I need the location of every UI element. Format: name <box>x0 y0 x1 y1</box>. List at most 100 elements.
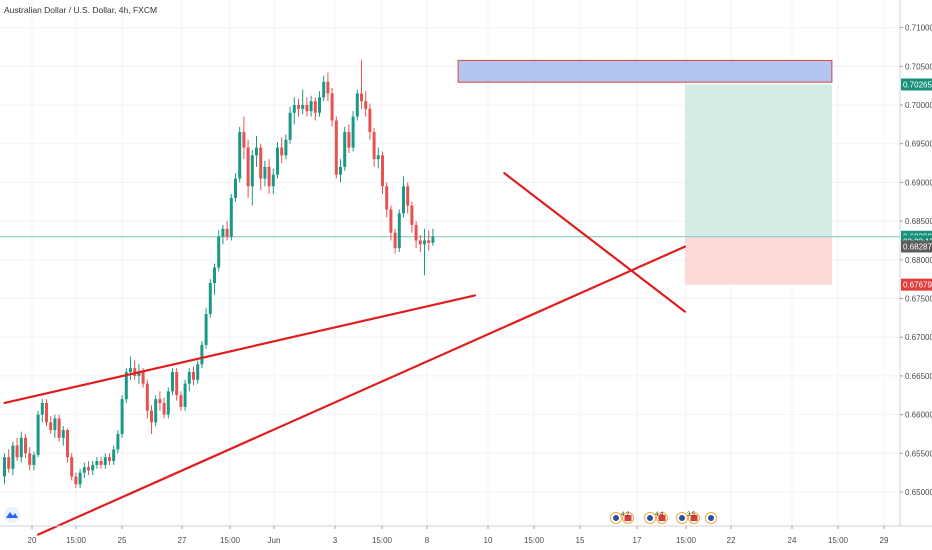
candle-body <box>402 186 405 214</box>
economic-event-marker[interactable]: 4 2 <box>610 512 634 524</box>
candle <box>45 399 48 427</box>
candle <box>250 149 254 206</box>
candle-body <box>82 467 86 473</box>
candle <box>103 453 107 469</box>
candle <box>326 72 330 102</box>
economic-event-marker[interactable]: 4 4 <box>644 512 668 524</box>
candle <box>120 395 124 438</box>
candle-body <box>414 224 418 241</box>
candle-body <box>309 101 313 112</box>
candle-body <box>19 437 23 458</box>
candle-body <box>406 186 410 206</box>
stop-loss-zone <box>684 236 832 285</box>
event-markers[interactable]: 4 2 4 4 3 5 <box>610 512 717 524</box>
candle-body <box>385 186 389 210</box>
x-axis[interactable]: 20 15:00 25 27 15:00 Jun 3 15:00 8 10 15:00 15 17 15:… <box>28 526 889 545</box>
trendlines[interactable] <box>3 172 687 536</box>
candle <box>11 441 15 475</box>
candle <box>393 228 397 254</box>
candle-body <box>91 464 95 471</box>
x-tick-label: 15:00 <box>66 536 87 545</box>
candle <box>32 451 36 471</box>
candle <box>24 433 27 458</box>
candle <box>364 91 368 117</box>
candle-body <box>397 213 401 249</box>
candle <box>427 230 431 251</box>
candle <box>267 159 271 195</box>
candle-body <box>204 313 208 345</box>
candle-body <box>288 112 292 140</box>
x-tick-label: 22 <box>727 536 736 545</box>
candle-body <box>376 155 380 160</box>
y-tick-label: 0.70500 <box>905 62 932 71</box>
x-tick-label: 25 <box>118 536 127 545</box>
candle-body <box>183 383 187 407</box>
y-tick-label: 0.67500 <box>905 295 932 304</box>
candle <box>305 97 309 117</box>
economic-event-marker[interactable] <box>705 512 717 524</box>
tradingview-logo-icon[interactable] <box>4 507 20 523</box>
candle-body <box>15 445 19 458</box>
price-badge-label: 0.67679 <box>903 281 932 290</box>
candle <box>15 437 19 462</box>
upper-trendline[interactable] <box>3 294 476 405</box>
candle-body <box>196 364 200 380</box>
candle <box>242 116 246 160</box>
candle-body <box>255 147 258 156</box>
target-zone <box>684 84 832 237</box>
x-tick-label: 3 <box>333 536 338 545</box>
candle <box>339 159 342 183</box>
candle <box>129 356 132 380</box>
candle-body <box>389 209 393 233</box>
candle-body <box>276 147 279 175</box>
candle-body <box>192 372 195 380</box>
candle-body <box>116 433 120 450</box>
candle <box>418 235 422 253</box>
price-badge-bg <box>901 278 932 291</box>
candle <box>259 143 263 191</box>
candle-body <box>301 105 305 109</box>
candle-body <box>246 147 250 187</box>
x-tick-label: 24 <box>788 536 797 545</box>
candle <box>347 124 351 153</box>
candle-body <box>297 105 300 109</box>
candle <box>376 147 380 169</box>
candle-body <box>150 410 153 423</box>
candle-body <box>36 414 40 455</box>
candle-body <box>7 457 11 469</box>
candle-body <box>66 430 69 458</box>
candle-body <box>95 461 99 465</box>
y-axis[interactable]: 0.71000 0.70500 0.70000 0.69500 0.69000 0.685… <box>900 24 932 497</box>
candle-body <box>162 402 166 415</box>
candle-body <box>259 147 263 179</box>
resistance-zone <box>457 59 833 83</box>
candle <box>280 137 284 164</box>
candle-body <box>234 178 237 198</box>
falling-trendline[interactable] <box>503 172 687 313</box>
candle-body <box>368 108 372 133</box>
candle <box>410 201 414 233</box>
candle <box>53 414 57 438</box>
candle <box>87 461 90 475</box>
candle-body <box>267 166 271 187</box>
candle <box>431 228 435 246</box>
event-count: 4 4 <box>655 512 664 518</box>
economic-event-marker[interactable]: 3 5 <box>676 512 700 524</box>
candle <box>414 221 418 249</box>
candle <box>389 205 393 241</box>
candle <box>313 97 317 121</box>
candle-body <box>208 283 212 314</box>
candle <box>229 194 233 241</box>
candle-body <box>175 372 179 396</box>
rising-trendline[interactable] <box>36 245 687 536</box>
x-tick-label: Jun <box>268 536 281 545</box>
x-tick-label: 10 <box>484 536 493 545</box>
candle <box>40 399 44 423</box>
candle <box>402 176 405 218</box>
candle <box>61 426 65 446</box>
candle <box>162 397 166 419</box>
candle <box>137 364 141 384</box>
